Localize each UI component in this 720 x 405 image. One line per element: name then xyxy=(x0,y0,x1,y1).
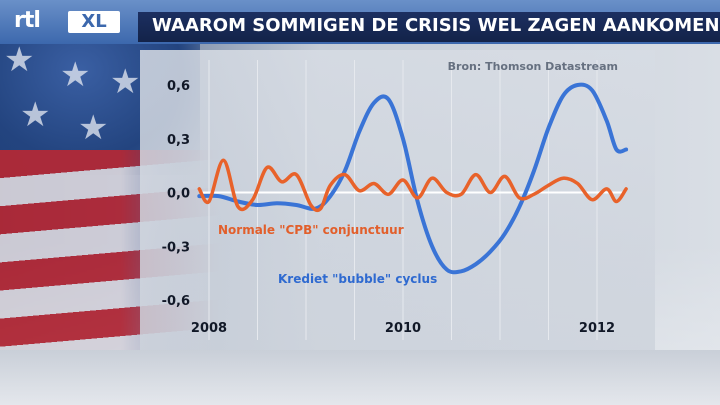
series-line-krediet xyxy=(197,82,629,275)
y-tick-label: 0,6 xyxy=(167,79,190,94)
y-tick-label: 0,3 xyxy=(167,133,190,148)
title-bar: WAAROM SOMMIGEN DE CRISIS WEL ZAGEN AANK… xyxy=(138,12,720,42)
x-tick-label: 2008 xyxy=(191,321,227,336)
star-icon: ★ xyxy=(110,62,141,102)
logo-rtl-text: rtl xyxy=(14,8,41,33)
grid-layer xyxy=(208,60,598,340)
floor-area xyxy=(0,350,720,405)
x-tick-label: 2010 xyxy=(385,321,421,336)
source-note: Bron: Thomson Datastream xyxy=(448,60,618,73)
x-tick-label: 2012 xyxy=(579,321,615,336)
annotation-conjunctuur: Normale "CPB" conjunctuur xyxy=(218,223,404,237)
page-title: WAAROM SOMMIGEN DE CRISIS WEL ZAGEN AANK… xyxy=(152,15,720,36)
rtl-xl-logo: rtl XL xyxy=(14,8,124,38)
logo-xl-text: XL xyxy=(68,11,120,33)
y-tick-label: -0,3 xyxy=(162,240,190,255)
y-tick-label: 0,0 xyxy=(167,187,190,202)
star-icon: ★ xyxy=(78,108,109,148)
star-icon: ★ xyxy=(20,95,51,135)
series-line-conjunctuur xyxy=(197,158,628,213)
star-icon: ★ xyxy=(60,55,91,95)
y-tick-label: -0,6 xyxy=(162,294,190,309)
chart-panel xyxy=(140,50,655,350)
series-layer xyxy=(197,82,629,275)
star-icon: ★ xyxy=(4,40,35,80)
annotation-krediet: Krediet "bubble" cyclus xyxy=(278,272,437,286)
